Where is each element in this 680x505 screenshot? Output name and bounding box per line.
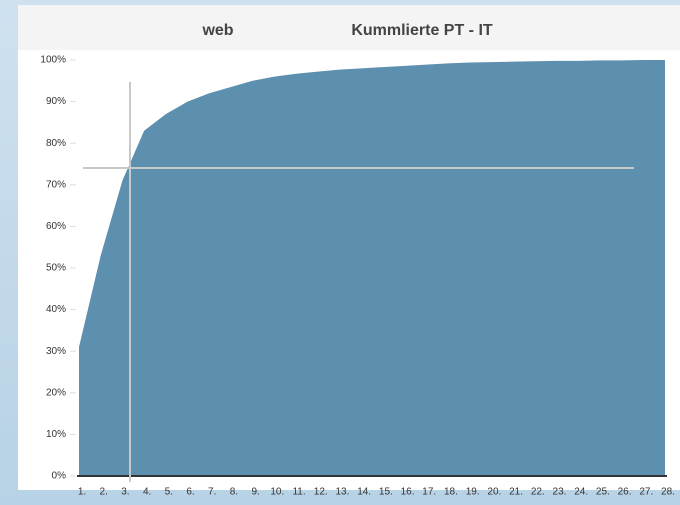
y-tick-label: 100% bbox=[40, 55, 66, 66]
x-tick-label: 18. bbox=[444, 487, 458, 498]
y-tick-label: 70% bbox=[46, 179, 66, 190]
y-tick-label: 10% bbox=[46, 429, 66, 440]
y-tick-label: 0% bbox=[52, 471, 67, 482]
x-tick-label: 13. bbox=[335, 487, 349, 498]
x-tick-label: 9. bbox=[251, 487, 259, 498]
chart-subtitle: web bbox=[201, 22, 233, 39]
x-tick-label: 27. bbox=[639, 487, 653, 498]
x-tick-label: 6. bbox=[186, 487, 194, 498]
x-tick-label: 16. bbox=[401, 487, 415, 498]
y-tick-label: 60% bbox=[46, 221, 66, 232]
x-tick-label: 11. bbox=[292, 487, 305, 498]
x-tick-label: 25. bbox=[596, 487, 610, 498]
x-tick-label: 15. bbox=[379, 487, 393, 498]
x-tick-label: 10. bbox=[270, 487, 284, 498]
x-tick-label: 12. bbox=[314, 487, 328, 498]
x-tick-label: 28. bbox=[661, 487, 675, 498]
x-tick-label: 4. bbox=[143, 487, 151, 498]
x-tick-label: 14. bbox=[357, 487, 371, 498]
x-tick-label: 17. bbox=[422, 487, 436, 498]
x-tick-label: 3. bbox=[121, 487, 129, 498]
y-tick-label: 90% bbox=[46, 96, 66, 107]
x-tick-label: 20. bbox=[487, 487, 501, 498]
x-tick-label: 21. bbox=[509, 487, 523, 498]
x-tick-label: 19. bbox=[466, 487, 480, 498]
y-tick-label: 80% bbox=[46, 138, 66, 149]
y-tick-label: 40% bbox=[46, 304, 66, 315]
area bbox=[79, 60, 665, 476]
x-tick-label: 2. bbox=[100, 487, 108, 498]
x-tick-label: 26. bbox=[618, 487, 632, 498]
x-tick-label: 1. bbox=[78, 487, 86, 498]
y-tick-label: 50% bbox=[46, 263, 66, 274]
y-tick-label: 20% bbox=[46, 387, 66, 398]
x-tick-label: 22. bbox=[531, 487, 545, 498]
chart-title: Kummlierte PT - IT bbox=[351, 22, 493, 39]
x-tick-label: 23. bbox=[553, 487, 567, 498]
y-tick-label: 30% bbox=[46, 346, 66, 357]
x-tick-label: 8. bbox=[230, 487, 238, 498]
header bbox=[18, 5, 680, 50]
x-tick-label: 7. bbox=[208, 487, 216, 498]
x-tick-label: 5. bbox=[165, 487, 173, 498]
x-tick-label: 24. bbox=[574, 487, 588, 498]
